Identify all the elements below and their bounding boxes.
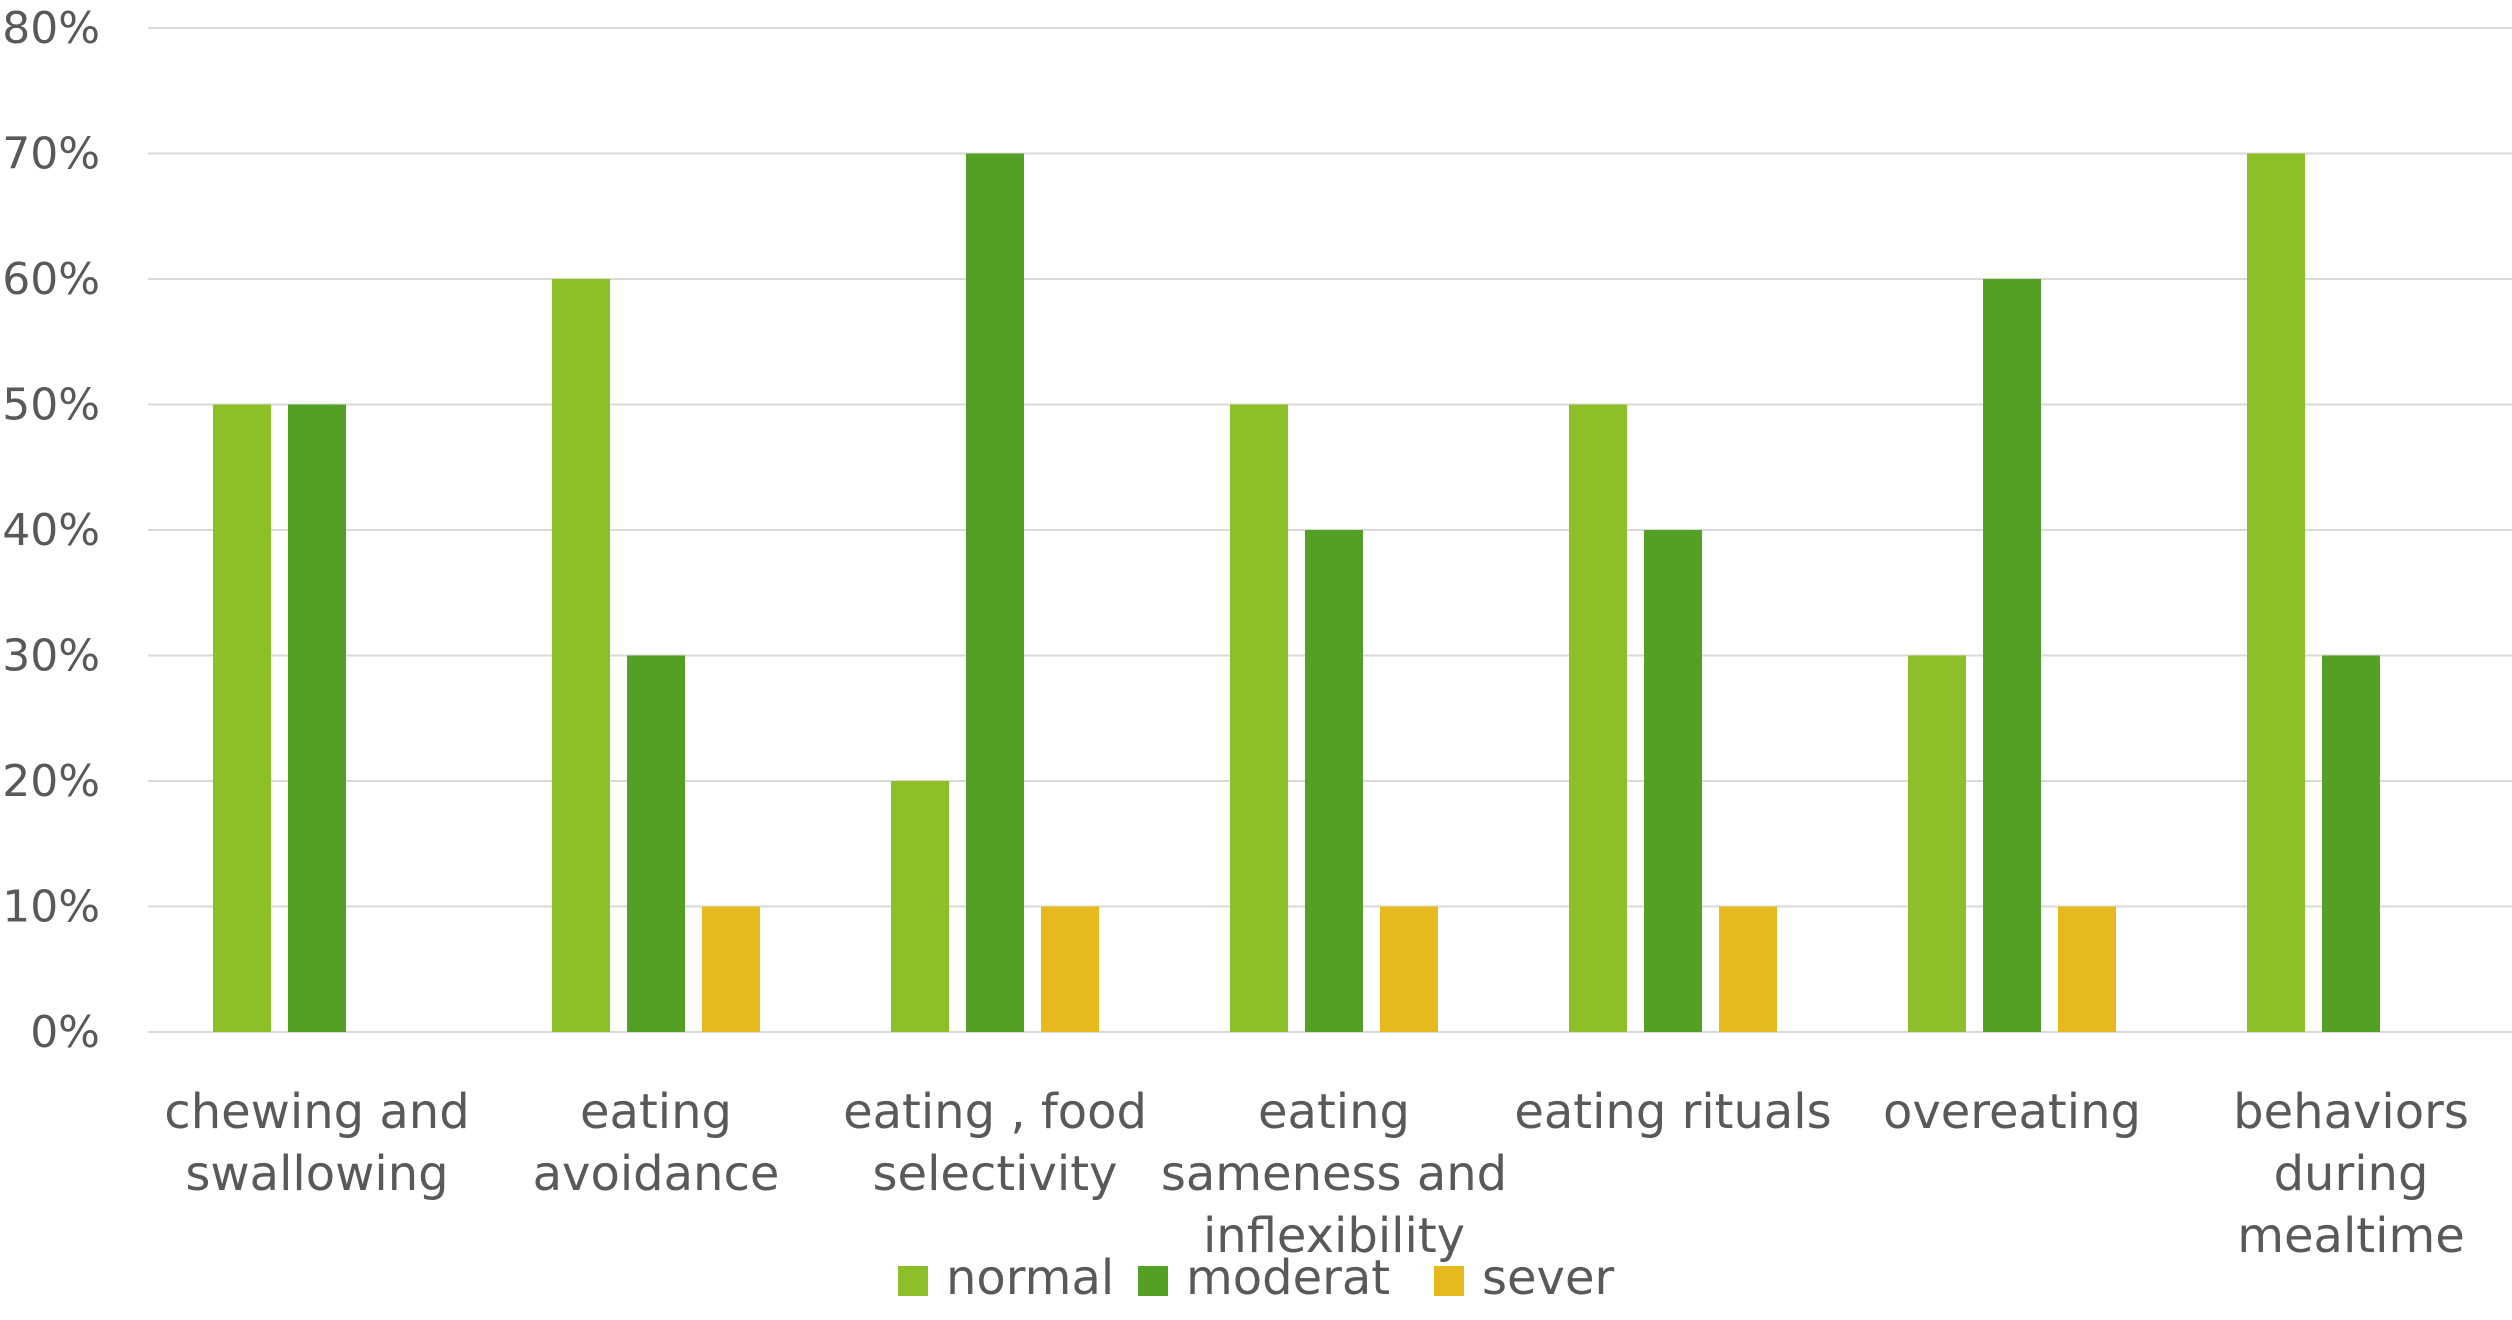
bar-sever-3 xyxy=(1380,906,1438,1032)
x-category-label-line: chewing and xyxy=(164,1084,469,1140)
x-category-label-line: eating xyxy=(580,1084,732,1140)
bar-moderat-0 xyxy=(288,404,346,1032)
x-category-label-line: mealtime xyxy=(2237,1208,2464,1264)
bar-sever-2 xyxy=(1041,906,1099,1032)
x-category-label-line: sameness and xyxy=(1161,1146,1507,1202)
legend: normal moderat sever xyxy=(898,1250,1614,1306)
bar-normal-0 xyxy=(213,404,271,1032)
y-tick-label: 40% xyxy=(2,505,100,556)
x-category-label-line: selectivity xyxy=(873,1146,1118,1202)
x-category-label: eating avoidance xyxy=(533,1084,780,1202)
legend-swatch-moderat xyxy=(1138,1266,1168,1296)
legend-label-normal: normal xyxy=(946,1250,1114,1306)
x-category-label-line: eating , food xyxy=(843,1084,1147,1140)
x-category-label-line: during xyxy=(2274,1146,2429,1202)
bar-sever-1 xyxy=(702,906,760,1032)
bar-normal-6 xyxy=(2247,153,2305,1032)
bar-moderat-3 xyxy=(1305,530,1363,1032)
bar-moderat-5 xyxy=(1983,279,2041,1032)
bar-sever-5 xyxy=(2058,906,2116,1032)
y-tick-label: 20% xyxy=(2,756,100,807)
legend-swatch-sever xyxy=(1434,1266,1464,1296)
x-category-label-line: eating rituals xyxy=(1514,1084,1831,1140)
legend-label-moderat: moderat xyxy=(1186,1250,1390,1306)
bar-normal-1 xyxy=(552,279,610,1032)
bar-moderat-1 xyxy=(627,655,685,1032)
y-tick-label: 10% xyxy=(2,882,100,933)
bar-normal-2 xyxy=(891,781,949,1032)
y-tick-label: 50% xyxy=(2,380,100,431)
x-category-label-line: inflexibility xyxy=(1203,1208,1465,1264)
bars xyxy=(213,153,2380,1032)
bar-normal-3 xyxy=(1230,404,1288,1032)
x-category-label-line: swallowing xyxy=(185,1146,448,1202)
x-category-label: chewing and swallowing xyxy=(164,1084,469,1202)
legend-swatch-normal xyxy=(898,1266,928,1296)
y-axis-tick-labels: 0% 10% 20% 30% 40% 50% 60% 70% 80% xyxy=(2,3,100,1058)
bar-sever-4 xyxy=(1719,906,1777,1032)
x-category-label: overeating xyxy=(1883,1084,2141,1140)
x-category-label: eating sameness and inflexibility xyxy=(1161,1084,1507,1264)
bar-normal-4 xyxy=(1569,404,1627,1032)
bar-moderat-4 xyxy=(1644,530,1702,1032)
bar-moderat-2 xyxy=(966,153,1024,1032)
x-category-label-line: eating xyxy=(1258,1084,1410,1140)
legend-label-sever: sever xyxy=(1482,1250,1614,1306)
y-tick-label: 60% xyxy=(2,254,100,305)
x-category-label: eating rituals xyxy=(1514,1084,1831,1140)
x-category-label: behaviors during mealtime xyxy=(2233,1084,2469,1264)
bar-normal-5 xyxy=(1908,655,1966,1032)
y-tick-label: 80% xyxy=(2,3,100,54)
x-category-label-line: behaviors xyxy=(2233,1084,2469,1140)
y-tick-label: 70% xyxy=(2,129,100,180)
y-tick-label: 0% xyxy=(30,1007,100,1058)
x-category-label-line: avoidance xyxy=(533,1146,780,1202)
y-tick-label: 30% xyxy=(2,631,100,682)
bar-moderat-6 xyxy=(2322,655,2380,1032)
x-category-label: eating , food selectivity xyxy=(843,1084,1147,1202)
x-category-label-line: overeating xyxy=(1883,1084,2141,1140)
